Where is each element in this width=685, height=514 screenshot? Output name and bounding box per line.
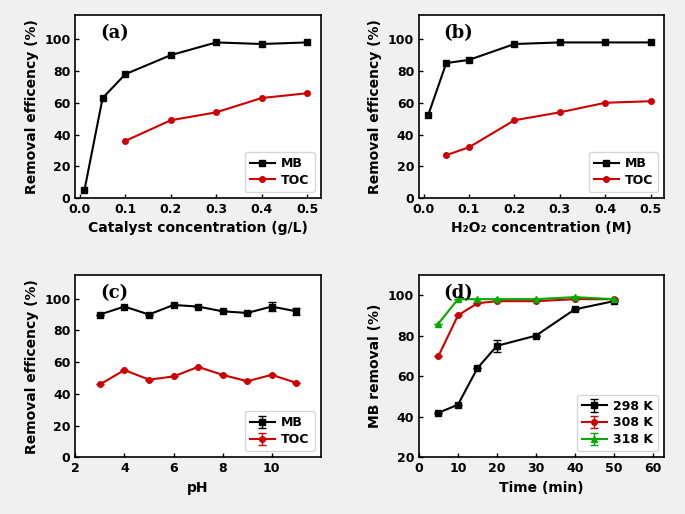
Text: (c): (c)	[100, 284, 128, 302]
MB	[121, 71, 129, 77]
Y-axis label: Removal efficency (%): Removal efficency (%)	[25, 20, 38, 194]
TOC	[442, 152, 450, 158]
TOC	[212, 109, 221, 116]
MB	[303, 40, 311, 46]
X-axis label: H₂O₂ concentration (M): H₂O₂ concentration (M)	[451, 222, 632, 235]
Text: (b): (b)	[444, 25, 473, 43]
Text: (a): (a)	[100, 25, 129, 43]
MB	[442, 60, 450, 66]
Legend: MB, TOC: MB, TOC	[588, 152, 658, 192]
TOC	[556, 109, 564, 116]
Line: TOC: TOC	[123, 90, 310, 144]
MB	[424, 113, 432, 119]
Line: TOC: TOC	[443, 98, 653, 158]
Legend: 298 K, 308 K, 318 K: 298 K, 308 K, 318 K	[577, 395, 658, 451]
Legend: MB, TOC: MB, TOC	[245, 412, 314, 451]
MB	[166, 52, 175, 58]
X-axis label: Catalyst concentration (g/L): Catalyst concentration (g/L)	[88, 222, 308, 235]
TOC	[465, 144, 473, 150]
Line: MB: MB	[425, 40, 653, 118]
TOC	[647, 98, 655, 104]
MB	[601, 40, 610, 46]
MB	[556, 40, 564, 46]
Text: (d): (d)	[444, 284, 473, 302]
TOC	[303, 90, 311, 96]
TOC	[510, 117, 519, 123]
TOC	[258, 95, 266, 101]
TOC	[121, 138, 129, 144]
MB	[99, 95, 107, 101]
MB	[212, 40, 221, 46]
MB	[258, 41, 266, 47]
X-axis label: Time (min): Time (min)	[499, 481, 584, 495]
MB	[647, 40, 655, 46]
Line: MB: MB	[82, 40, 310, 193]
TOC	[601, 100, 610, 106]
X-axis label: pH: pH	[187, 481, 209, 495]
Legend: MB, TOC: MB, TOC	[245, 152, 314, 192]
TOC	[166, 117, 175, 123]
MB	[510, 41, 519, 47]
MB	[465, 57, 473, 63]
MB	[80, 187, 88, 193]
Y-axis label: Removal efficency (%): Removal efficency (%)	[25, 279, 38, 453]
Y-axis label: MB removal (%): MB removal (%)	[369, 304, 382, 428]
Y-axis label: Removal efficency (%): Removal efficency (%)	[369, 20, 382, 194]
